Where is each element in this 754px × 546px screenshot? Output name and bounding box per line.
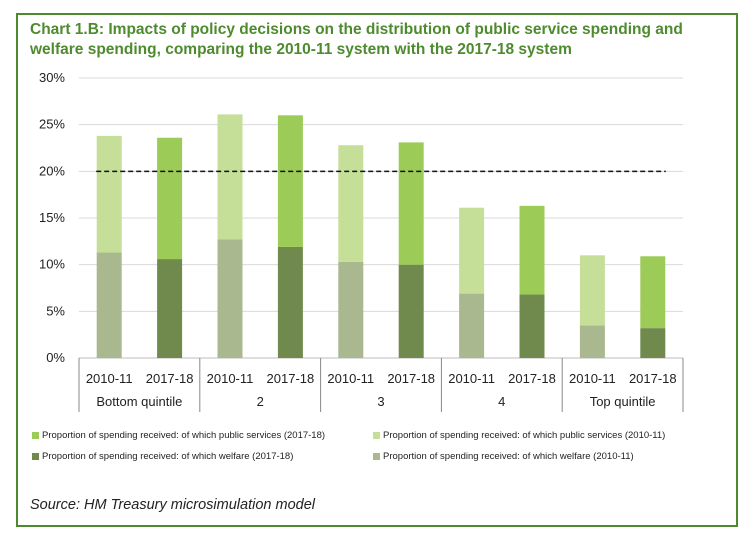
group-label: Bottom quintile: [96, 394, 182, 409]
group-label: 4: [498, 394, 505, 409]
bar-public: [217, 114, 243, 240]
chart-frame: [16, 13, 738, 527]
bar-public: [96, 135, 122, 253]
x-tick-label: 2017-18: [146, 371, 194, 386]
y-tick-label: 10%: [39, 257, 65, 272]
legend-item-welfare-2017: Proportion of spending received: of whic…: [32, 451, 293, 462]
legend-swatch-public-2010: [373, 432, 380, 439]
bar-public: [277, 115, 303, 247]
bar-public: [398, 142, 424, 265]
bar-welfare: [157, 259, 183, 358]
bar-welfare: [338, 261, 364, 358]
x-tick-label: 2010-11: [448, 371, 495, 386]
legend-item-public-2010: Proportion of spending received: of whic…: [373, 430, 665, 441]
group-label: Top quintile: [590, 394, 656, 409]
x-tick-label: 2010-11: [327, 371, 374, 386]
y-tick-label: 0%: [46, 350, 65, 365]
x-tick-label: 2010-11: [86, 371, 133, 386]
bar-welfare: [277, 246, 303, 358]
source-note: Source: HM Treasury microsimulation mode…: [30, 497, 315, 513]
y-tick-label: 20%: [39, 163, 65, 178]
chart-title: Chart 1.B: Impacts of policy decisions o…: [30, 21, 683, 58]
legend-label-public-2010: Proportion of spending received: of whic…: [383, 430, 666, 441]
legend-swatch-public-2017: [32, 432, 39, 439]
legend-swatch-welfare-2010: [373, 453, 380, 460]
y-tick-label: 15%: [39, 210, 65, 225]
legend-swatch-welfare-2017: [32, 453, 39, 460]
legend-label-welfare-2017: Proportion of spending received: of whic…: [42, 451, 294, 462]
y-tick-label: 25%: [39, 117, 65, 132]
bar-welfare: [640, 328, 666, 358]
legend-label-welfare-2010: Proportion of spending received: of whic…: [383, 451, 634, 462]
bar-welfare: [398, 264, 424, 358]
legend-label-public-2017: Proportion of spending received: of whic…: [42, 430, 326, 441]
legend-item-welfare-2010: Proportion of spending received: of whic…: [373, 451, 634, 462]
bar-public: [157, 137, 183, 260]
y-tick-label: 5%: [46, 303, 65, 318]
x-tick-label: 2017-18: [267, 371, 315, 386]
x-tick-label: 2017-18: [387, 371, 435, 386]
x-tick-label: 2010-11: [207, 371, 254, 386]
bar-welfare: [96, 252, 122, 358]
bar-welfare: [459, 293, 485, 358]
bar-public: [519, 205, 545, 295]
legend-item-public-2017: Proportion of spending received: of whic…: [32, 430, 325, 441]
y-tick-label: 30%: [39, 70, 65, 85]
x-tick-label: 2010-11: [569, 371, 616, 386]
bar-welfare: [217, 239, 243, 358]
bar-public: [640, 256, 666, 329]
bar-public: [338, 145, 364, 262]
x-tick-label: 2017-18: [508, 371, 556, 386]
group-label: 2: [257, 394, 264, 409]
x-tick-label: 2017-18: [629, 371, 677, 386]
bar-welfare: [579, 325, 605, 358]
bar-public: [459, 207, 485, 294]
group-label: 3: [377, 394, 384, 409]
bar-welfare: [519, 294, 545, 358]
bar-public: [579, 255, 605, 326]
